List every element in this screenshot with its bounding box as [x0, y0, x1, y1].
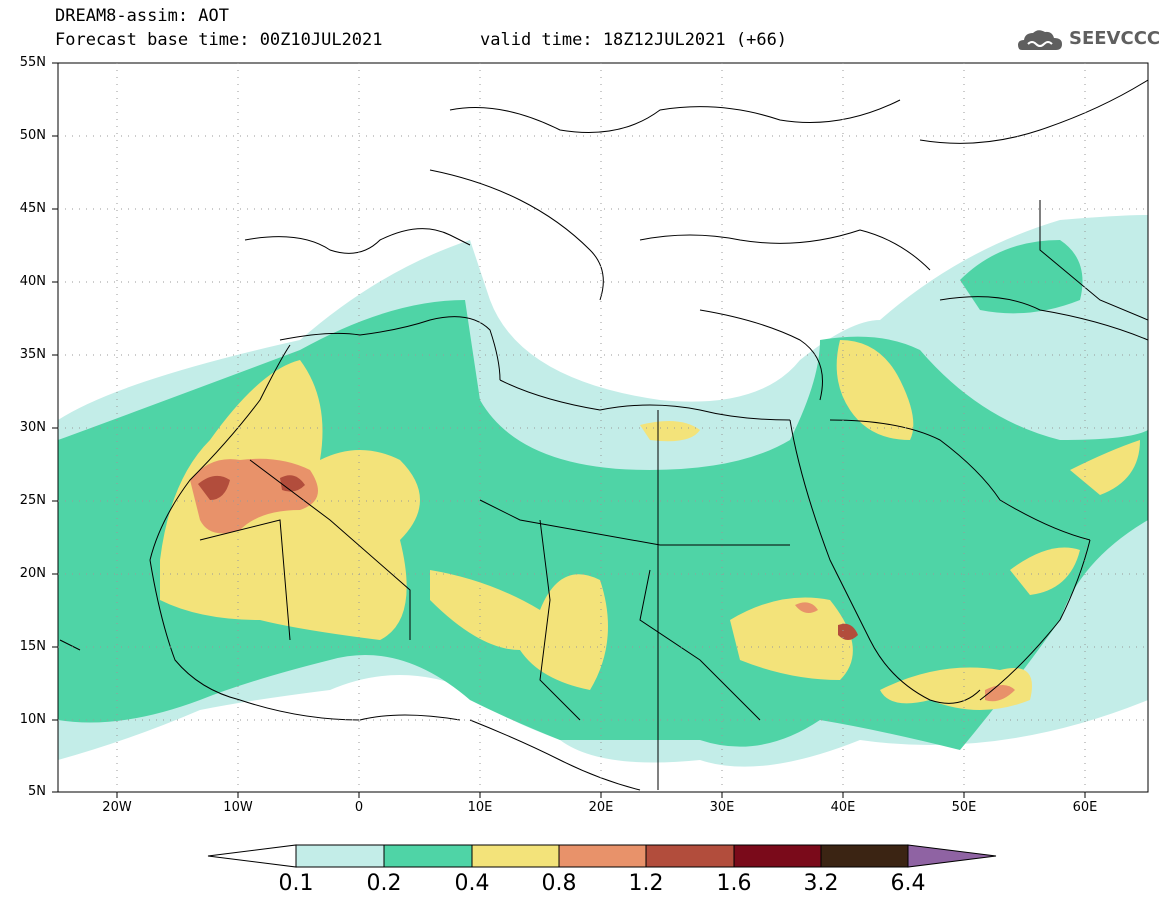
colorbar-label: 0.8: [541, 871, 577, 896]
lat-label: 5N: [28, 784, 46, 799]
colorbar-label: 0.4: [454, 871, 490, 896]
lat-label: 40N: [19, 274, 46, 289]
country-borders: [59, 79, 1148, 791]
colorbar-label: 3.2: [803, 871, 839, 896]
lat-label: 25N: [19, 493, 46, 508]
lat-label: 50N: [19, 128, 46, 143]
lon-label: 30E: [709, 800, 735, 815]
colorbar-label: 0.2: [366, 871, 402, 896]
lat-label: 15N: [19, 639, 46, 654]
lat-label: 35N: [19, 347, 46, 362]
colorbar-label: 6.4: [890, 871, 926, 896]
colorbar-label: 0.1: [278, 871, 314, 896]
lat-label: 20N: [19, 566, 46, 581]
lon-label: 10E: [467, 800, 493, 815]
graticule: [58, 63, 1148, 792]
colorbar-label: 1.2: [628, 871, 664, 896]
aot-field: [58, 79, 1148, 791]
aot-band-1.2: [198, 475, 230, 500]
forecast-base-time: Forecast base time: 00Z10JUL2021: [55, 30, 383, 50]
lon-label: 60E: [1072, 800, 1098, 815]
cloud-icon: [1018, 30, 1062, 50]
lat-label: 30N: [19, 420, 46, 435]
colorbar-label: 1.6: [716, 871, 752, 896]
header-title: DREAM8-assim: AOT: [55, 6, 229, 26]
lon-label: 40E: [830, 800, 856, 815]
axis-ticks: [52, 62, 1086, 798]
valid-time: valid time: 18Z12JUL2021 (+66): [480, 30, 788, 50]
lon-label: 20W: [102, 800, 132, 815]
lon-label: 50E: [951, 800, 977, 815]
lon-label: 0: [354, 800, 364, 815]
lat-label: 10N: [19, 712, 46, 727]
lon-label: 10W: [223, 800, 253, 815]
lon-label: 20E: [588, 800, 614, 815]
lat-label: 45N: [19, 201, 46, 216]
lat-label: 55N: [19, 55, 46, 70]
logo-text: SEEVCCC: [1069, 28, 1161, 49]
